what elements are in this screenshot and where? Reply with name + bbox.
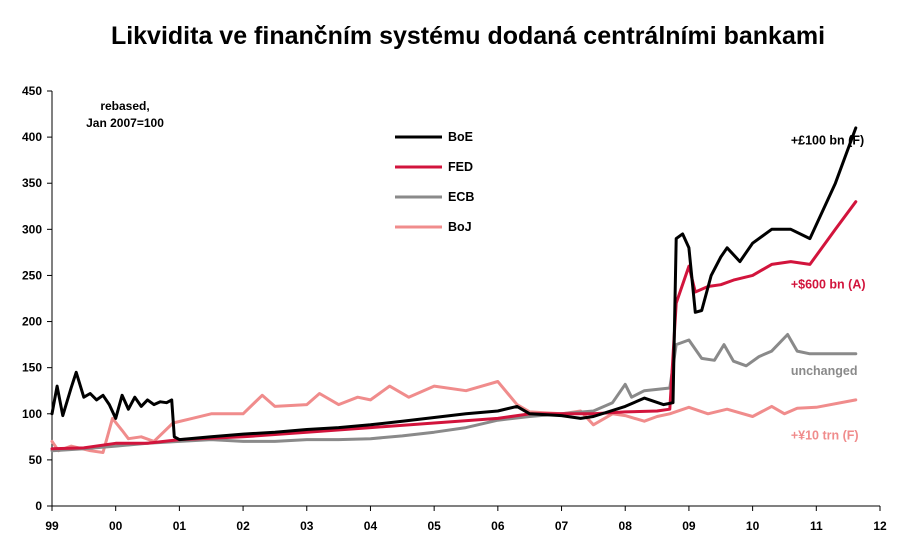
legend-label-boe: BoE (448, 130, 473, 144)
x-tick-label: 11 (810, 519, 823, 533)
y-tick-label: 350 (22, 176, 42, 190)
y-tick-label: 150 (22, 361, 42, 375)
x-tick-label: 04 (364, 519, 378, 533)
legend-label-ecb: ECB (448, 190, 474, 204)
x-tick-label: 07 (555, 519, 569, 533)
x-tick-label: 09 (682, 519, 696, 533)
x-tick-label: 10 (746, 519, 760, 533)
x-tick-label: 05 (427, 519, 441, 533)
chart-title: Likvidita ve finančním systému dodaná ce… (110, 22, 826, 50)
y-tick-label: 400 (22, 130, 42, 144)
rebase-note-line2: Jan 2007=100 (86, 116, 164, 130)
x-tick-label: 06 (491, 519, 505, 533)
y-tick-label: 200 (22, 315, 42, 329)
annotation-3: +¥10 trn (F) (791, 429, 859, 443)
annotations: +£100 bn (F) +$600 bn (A) unchanged +¥10 tr… (791, 133, 866, 442)
series-line-ecb (50, 333, 858, 453)
x-tick-label: 08 (619, 519, 633, 533)
rebase-note-line1: rebased, (100, 99, 149, 113)
legend-label-fed: FED (448, 160, 473, 174)
x-tick-label: 01 (173, 519, 187, 533)
y-tick-label: 450 (22, 84, 42, 98)
x-tick-label: 12 (873, 519, 887, 533)
x-tick-label: 03 (300, 519, 314, 533)
y-tick-label: 50 (29, 453, 43, 467)
legend-label-boj: BoJ (448, 220, 472, 234)
series-line-boe (50, 126, 858, 442)
y-tick-label: 100 (22, 407, 42, 421)
series-layer (50, 126, 858, 454)
x-tick-label: 99 (45, 519, 59, 533)
x-tick-label: 00 (109, 519, 123, 533)
series-line-boj (50, 380, 858, 454)
y-tick-label: 250 (22, 268, 42, 282)
annotation-1: +$600 bn (A) (791, 277, 866, 291)
y-tick-label: 300 (22, 222, 42, 236)
annotation-0: +£100 bn (F) (791, 133, 864, 147)
y-tick-label: 0 (35, 499, 42, 513)
x-tick-label: 02 (236, 519, 250, 533)
annotation-2: unchanged (791, 364, 858, 378)
legend: BoE FED ECB BoJ (395, 130, 474, 234)
